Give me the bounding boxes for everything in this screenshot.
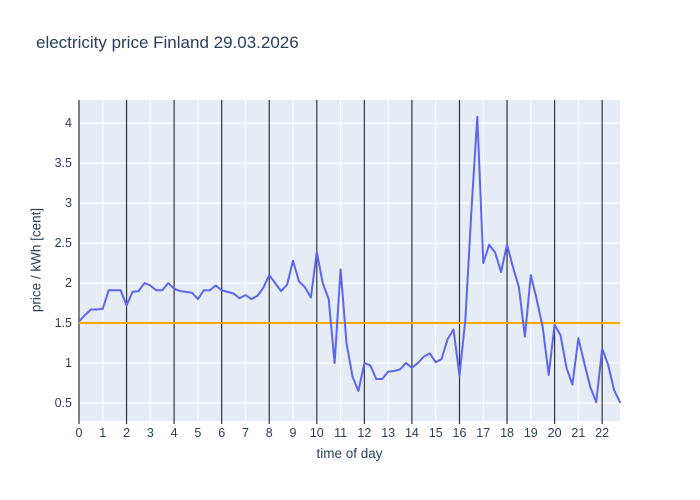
x-axis-title: time of day bbox=[316, 446, 383, 461]
x-tick-label: 7 bbox=[242, 426, 249, 440]
x-tick-label: 2 bbox=[123, 426, 130, 440]
y-tick-label: 4 bbox=[65, 116, 72, 130]
x-tick-label: 10 bbox=[310, 426, 324, 440]
x-tick-label: 21 bbox=[571, 426, 585, 440]
x-tick-label: 5 bbox=[194, 426, 201, 440]
y-tick-label: 0.5 bbox=[55, 396, 72, 410]
plot-background bbox=[79, 100, 620, 421]
x-tick-label: 8 bbox=[266, 426, 273, 440]
x-tick-label: 3 bbox=[147, 426, 154, 440]
x-tick-label: 6 bbox=[218, 426, 225, 440]
x-tick-label: 13 bbox=[381, 426, 395, 440]
y-tick-label: 3.5 bbox=[55, 156, 72, 170]
x-tick-label: 14 bbox=[405, 426, 419, 440]
y-tick-label: 2.5 bbox=[55, 236, 72, 250]
x-tick-label: 18 bbox=[500, 426, 514, 440]
x-tick-label: 11 bbox=[334, 426, 347, 440]
y-tick-label: 3 bbox=[65, 196, 72, 210]
x-tick-label: 20 bbox=[548, 426, 562, 440]
x-tick-label: 0 bbox=[76, 426, 83, 440]
x-tick-label: 1 bbox=[99, 426, 106, 440]
x-tick-label: 16 bbox=[453, 426, 467, 440]
x-tick-label: 19 bbox=[524, 426, 538, 440]
price-line bbox=[78, 115, 621, 404]
x-tick-label: 15 bbox=[429, 426, 443, 440]
x-tick-label: 17 bbox=[476, 426, 490, 440]
x-tick-label: 22 bbox=[595, 426, 609, 440]
y-tick-label: 1 bbox=[65, 356, 72, 370]
x-tick-label: 12 bbox=[357, 426, 371, 440]
chart-title: electricity price Finland 29.03.2026 bbox=[36, 33, 299, 52]
y-tick-label: 1.5 bbox=[55, 316, 72, 330]
x-tick-label: 4 bbox=[171, 426, 178, 440]
x-tick-label: 9 bbox=[290, 426, 297, 440]
y-tick-label: 2 bbox=[65, 276, 72, 290]
